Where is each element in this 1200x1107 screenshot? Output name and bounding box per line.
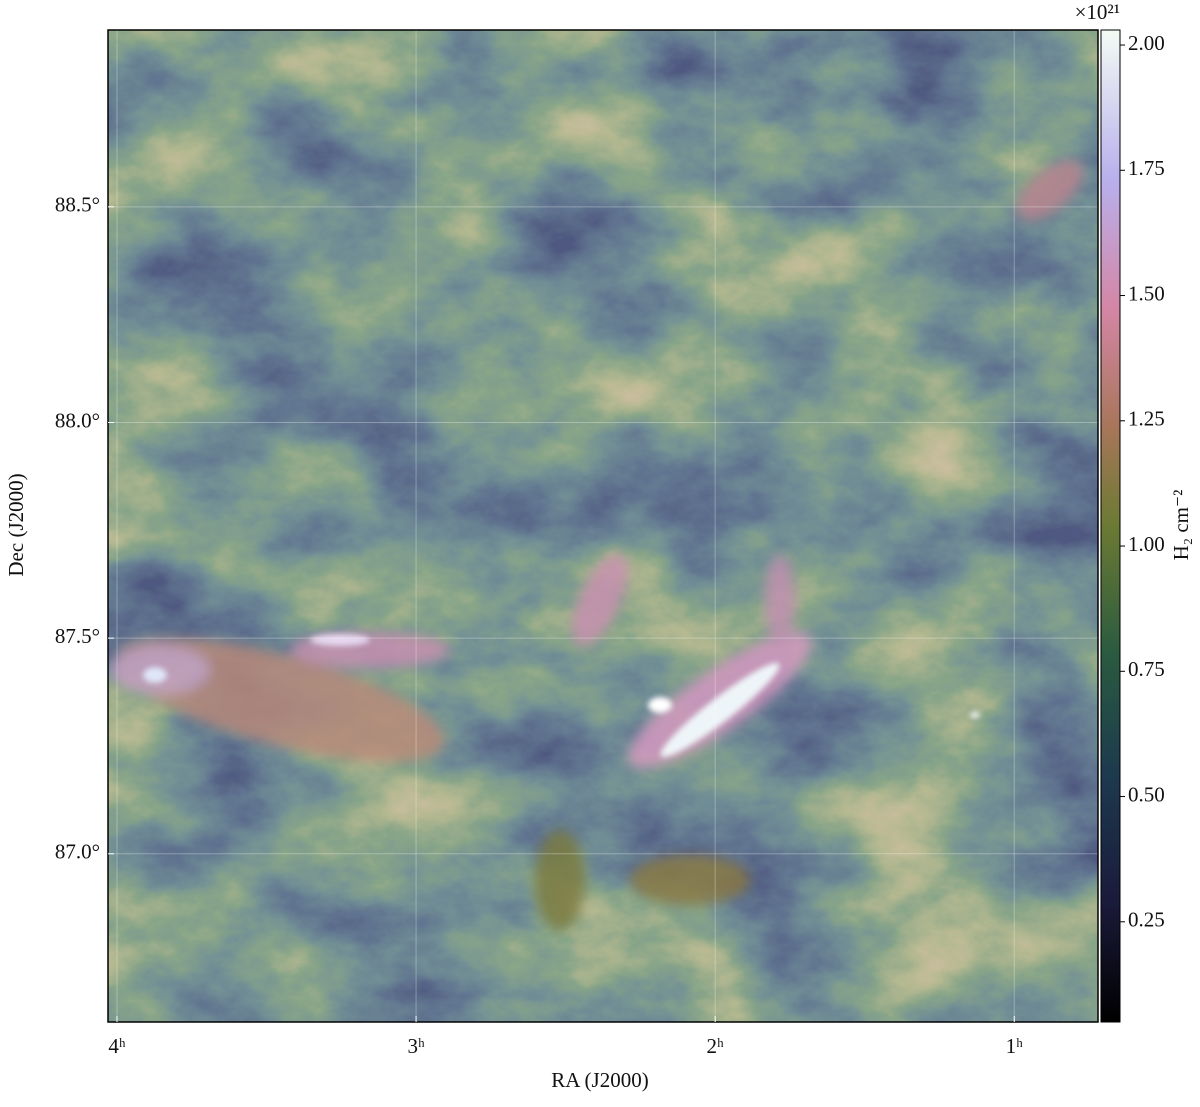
map [108,30,1098,1022]
colorbar-tick-label: 0.75 [1128,657,1165,681]
colorbar-tick-label: 1.75 [1128,156,1165,180]
y-tick-label: 87.0° [55,840,100,864]
colorbar-tick-label: 0.25 [1128,908,1165,932]
column-density-map [108,30,1098,1022]
colorbar-tick-label: 0.50 [1128,782,1165,806]
y-tick-label: 87.5° [55,624,100,648]
x-tick-label: 2ʰ [707,1034,725,1058]
colorbar-label: H₂ cm⁻² [1169,490,1193,561]
colorbar-tick-label: 1.50 [1128,281,1165,305]
colorbar-tick-label: 1.00 [1128,532,1165,556]
colorbar-tick-label: 1.25 [1128,407,1165,431]
y-tick-label: 88.5° [55,193,100,217]
plot-frame [107,29,1099,1023]
colorbar [1100,29,1121,1023]
bright-cores [143,634,980,758]
x-tick-label: 4ʰ [108,1034,126,1058]
x-tick-label: 1ʰ [1006,1034,1024,1058]
x-tick-label: 3ʰ [407,1034,425,1058]
y-axis-label: Dec (J2000) [4,473,28,576]
colorbar-tick-label: 2.00 [1128,31,1165,55]
colorbar-multiplier: ×10²¹ [1075,0,1120,24]
y-tick-label: 88.0° [55,408,100,432]
x-axis-label: RA (J2000) [551,1068,648,1092]
